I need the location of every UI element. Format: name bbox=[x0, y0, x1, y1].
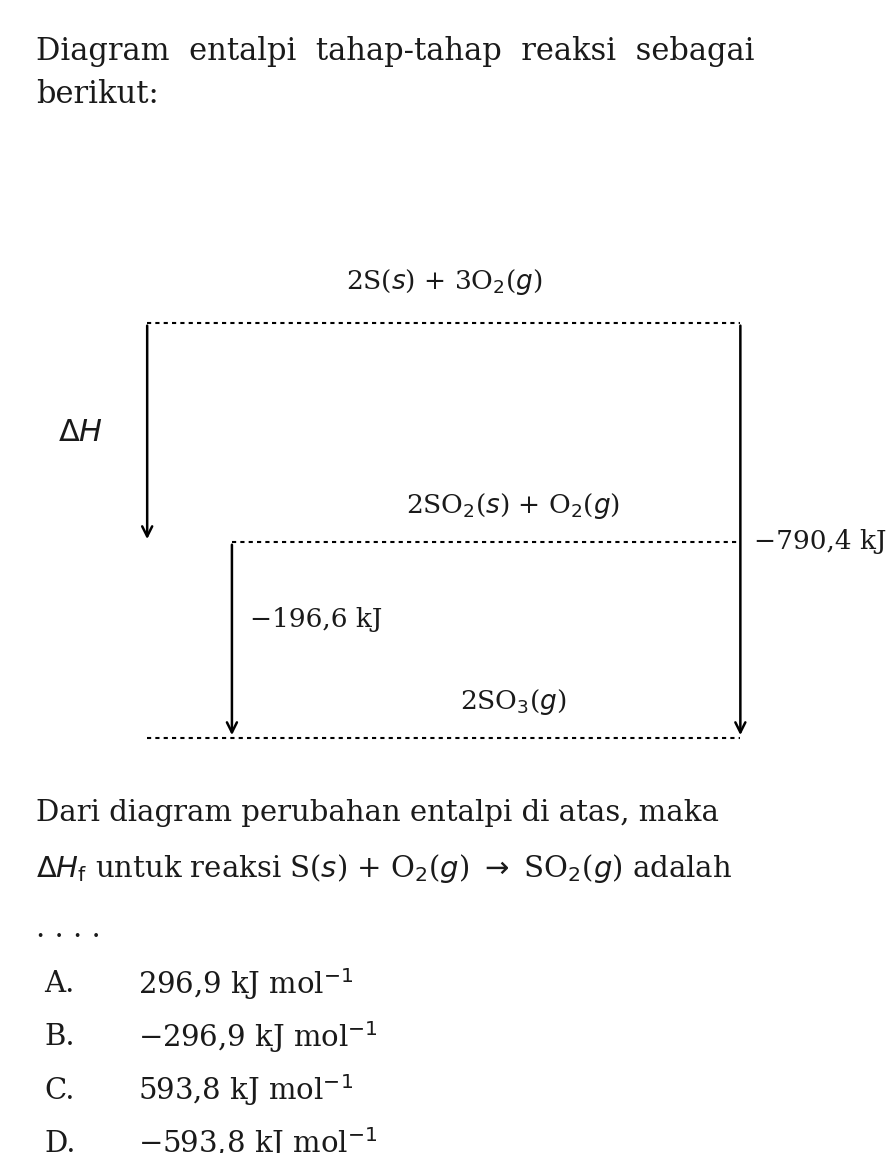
Text: $\Delta H$: $\Delta H$ bbox=[58, 417, 103, 447]
Text: −593,8 kJ mol$^{-1}$: −593,8 kJ mol$^{-1}$ bbox=[138, 1125, 377, 1153]
Text: A.: A. bbox=[45, 971, 75, 998]
Text: 296,9 kJ mol$^{-1}$: 296,9 kJ mol$^{-1}$ bbox=[138, 966, 354, 1002]
Text: Dari diagram perubahan entalpi di atas, maka: Dari diagram perubahan entalpi di atas, … bbox=[36, 799, 719, 827]
Text: 2SO$_2$($s$) + O$_2$($g$): 2SO$_2$($s$) + O$_2$($g$) bbox=[406, 491, 620, 521]
Text: −790,4 kJ: −790,4 kJ bbox=[754, 529, 887, 555]
Text: −296,9 kJ mol$^{-1}$: −296,9 kJ mol$^{-1}$ bbox=[138, 1019, 378, 1055]
Text: D.: D. bbox=[45, 1130, 76, 1153]
Text: 593,8 kJ mol$^{-1}$: 593,8 kJ mol$^{-1}$ bbox=[138, 1072, 353, 1108]
Text: berikut:: berikut: bbox=[36, 80, 159, 110]
Text: Diagram  entalpi  tahap-tahap  reaksi  sebagai: Diagram entalpi tahap-tahap reaksi sebag… bbox=[36, 37, 754, 67]
Text: $\Delta H_{\mathrm{f}}$ untuk reaksi S($s$) + O$_2$($g$) $\rightarrow$ SO$_2$($g: $\Delta H_{\mathrm{f}}$ untuk reaksi S($… bbox=[36, 852, 731, 884]
Text: 2S($s$) + 3O$_2$($g$): 2S($s$) + 3O$_2$($g$) bbox=[345, 267, 542, 297]
Text: B.: B. bbox=[45, 1024, 75, 1052]
Text: −196,6 kJ: −196,6 kJ bbox=[250, 606, 382, 632]
Text: C.: C. bbox=[45, 1077, 75, 1105]
Text: 2SO$_3$($g$): 2SO$_3$($g$) bbox=[459, 687, 566, 717]
Text: . . . .: . . . . bbox=[36, 915, 101, 943]
